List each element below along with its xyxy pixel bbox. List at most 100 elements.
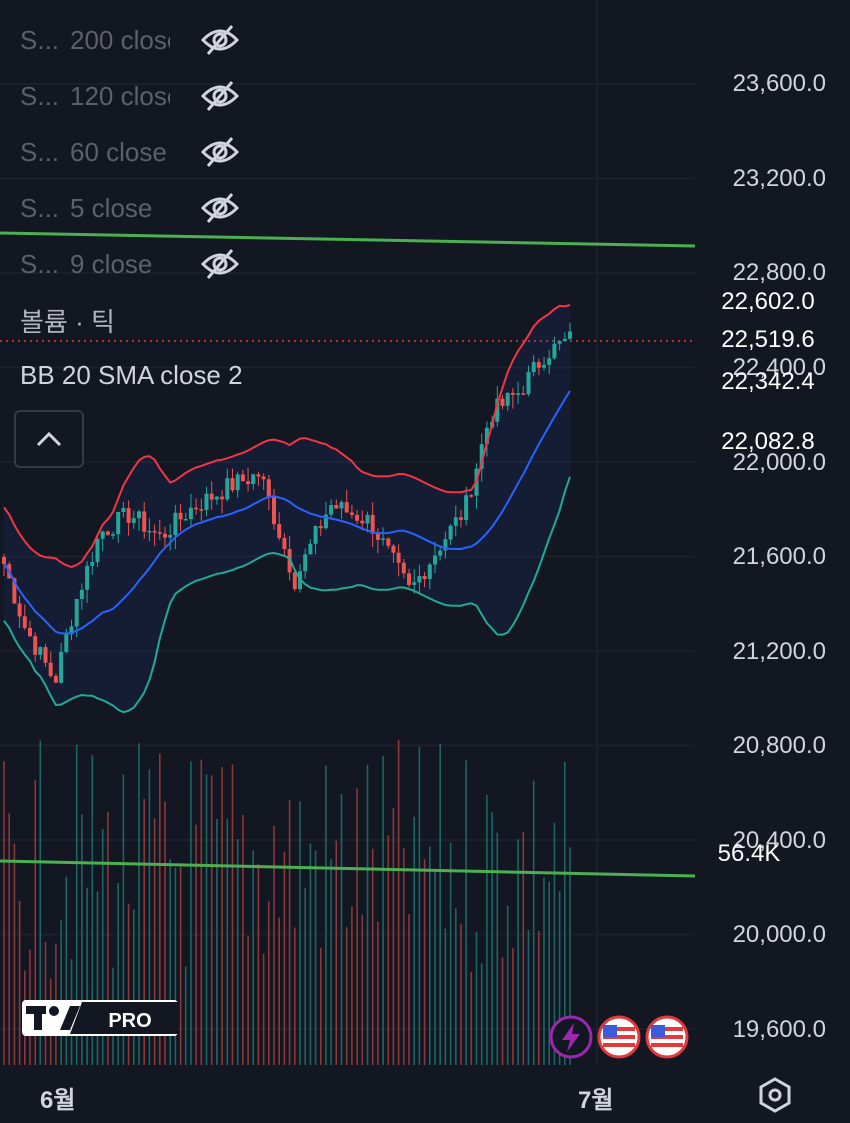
candle-body [163,533,167,538]
candle-body [479,444,484,469]
candle-body [266,479,271,498]
candle-body [246,481,251,485]
volume-bar [387,835,390,1065]
volume-bar [564,762,566,1065]
volume-bar [122,774,125,1065]
candle-body [12,578,17,604]
y-tick-label: 21,600.0 [732,543,826,570]
candle-body [152,531,157,533]
volume-bar [299,801,301,1065]
volume-bar [553,822,556,1065]
volume-bar [226,818,229,1066]
eye-off-icon[interactable] [200,24,240,56]
candle-body [178,512,183,520]
candle-body [547,358,552,365]
volume-bar [133,909,135,1065]
price-tag-volume: 56.4K [717,840,781,867]
eye-off-icon[interactable] [200,192,240,224]
volume-bar [345,927,348,1065]
legend-item-name: S... [20,24,60,55]
volume-bar [382,756,384,1065]
candle-body [111,534,115,536]
candle-body [131,518,136,523]
volume-bar [60,920,62,1065]
y-tick-label: 19,600.0 [732,1016,826,1043]
candle-body [438,550,443,556]
candle-body [33,636,38,655]
candle-body [443,539,448,551]
candle-body [17,603,22,617]
y-tick-label: 20,800.0 [732,732,826,759]
volume-bar [429,846,431,1065]
volume-bar [96,891,99,1065]
candle-body [323,514,328,529]
volume-bar [558,891,561,1065]
volume-legend-label[interactable]: 볼륨 · 틱 [20,307,115,337]
volume-bar [538,931,540,1065]
candle-body [277,524,282,538]
volume-bar [216,819,218,1065]
volume-bar [314,850,317,1065]
bb-legend-label[interactable]: BB 20 SMA close 2 [20,360,243,390]
candle-body [199,509,204,511]
legend-item-sma-200[interactable]: S... 200 close [20,20,240,60]
candle-body [188,507,193,519]
candle-body [126,508,131,523]
volume-bar [283,851,286,1065]
volume-bar [210,775,213,1065]
candle-body [121,508,126,512]
us-flag-icon[interactable] [645,1015,689,1059]
volume-bar [330,859,332,1065]
candle-body [194,507,199,510]
legend-item-sma-60[interactable]: S... 60 close [20,132,240,172]
settings-icon[interactable] [756,1076,794,1114]
candle-body [568,331,572,339]
eye-off-icon[interactable] [200,80,240,112]
volume-bar [195,824,197,1065]
volume-bar [288,800,291,1065]
legend-item-sma-5[interactable]: S... 5 close [20,188,240,228]
volume-bar [242,815,244,1065]
legend-item-value: 120 close [70,80,170,111]
candle-body [495,398,500,422]
volume-bar [408,914,410,1065]
bb-band-fill [4,305,570,713]
candle-body [225,478,230,500]
candle-body [531,362,536,373]
volume-bar [221,767,223,1065]
eye-off-icon[interactable] [200,248,240,280]
candle-body [64,634,69,652]
volume-bar [8,813,10,1065]
lightning-icon[interactable] [549,1015,593,1059]
legend-item-sma-9[interactable]: S... 9 close [20,244,240,284]
candle-body [48,662,53,676]
volume-bar [496,832,499,1065]
volume-bar [304,887,306,1065]
volume-bar [460,923,462,1065]
candle-body [510,392,515,395]
volume-bar [470,971,473,1065]
candle-body [375,533,380,540]
bb-fill [4,305,570,713]
collapse-legend-button[interactable] [14,410,84,468]
volume-bar [75,744,78,1065]
volume-bar [439,744,441,1065]
candle-body [396,552,401,563]
candle-body [2,557,6,565]
volume-bar [247,936,249,1065]
legend-item-sma-120[interactable]: S... 120 close [20,76,240,116]
volume-bar [486,794,488,1065]
candle-body [303,554,308,572]
candle-body [292,572,297,590]
eye-off-icon[interactable] [200,136,240,168]
us-flag-icon[interactable] [597,1015,641,1059]
trendline-upper [0,231,696,248]
trendlines [0,231,696,878]
legend-item-value: 9 close [70,248,153,279]
candle-body [272,497,276,525]
volume-bar [366,764,369,1065]
volume-bar [548,881,550,1065]
candle-body [422,576,427,580]
volume-bar [101,828,104,1065]
